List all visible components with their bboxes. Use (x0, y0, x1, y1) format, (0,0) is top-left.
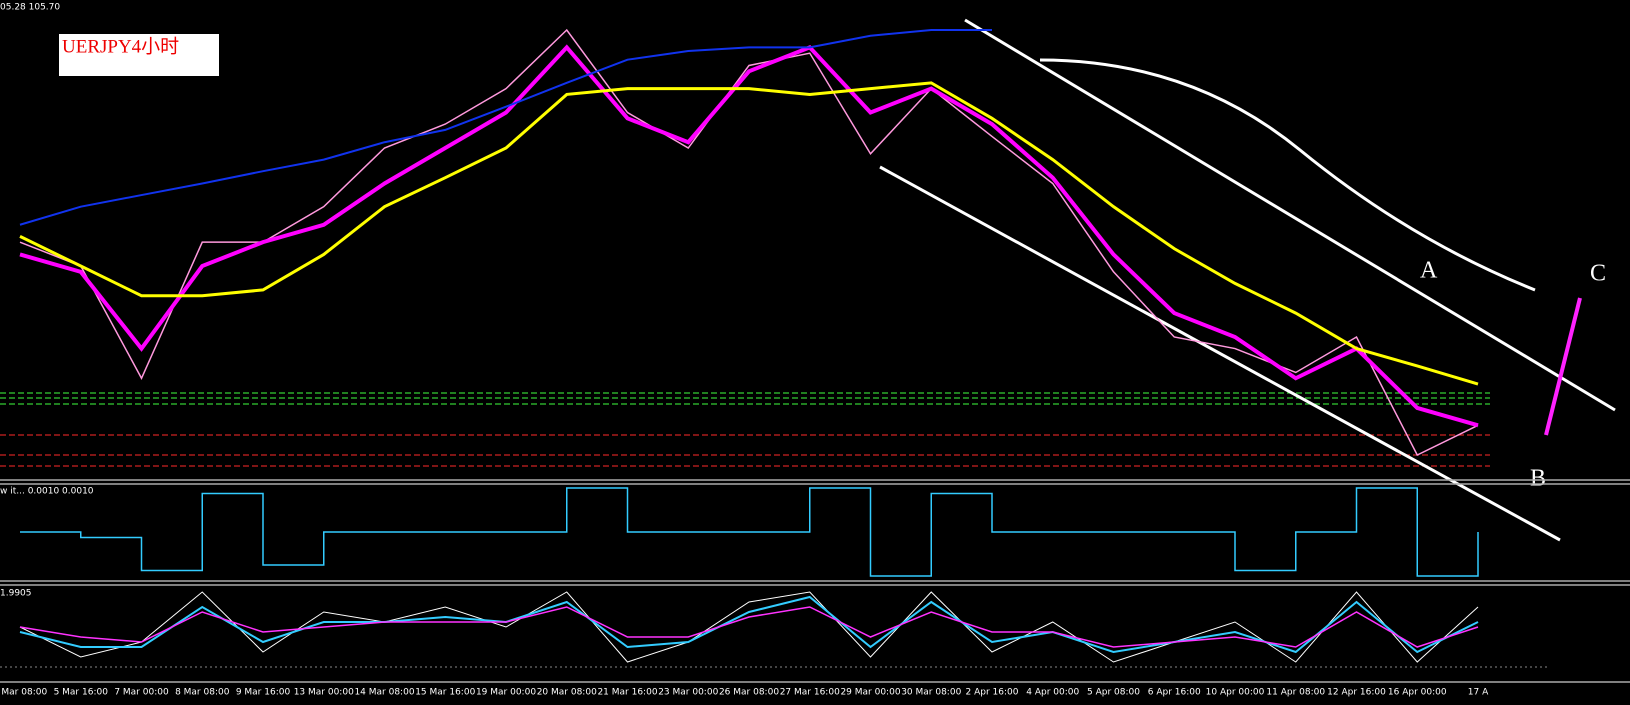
x-tick-label: 5 Apr 08:00 (1087, 688, 1140, 698)
series-line (19, 29, 992, 226)
x-tick-label: 30 Mar 08:00 (901, 688, 961, 698)
panel-title: 1.9905 (0, 589, 32, 599)
x-tick-label: 20 Mar 08:00 (537, 688, 597, 698)
projection (1544, 297, 1582, 436)
x-tick-label: 23 Mar 00:00 (658, 688, 718, 698)
x-tick-label: 16 Apr 00:00 (1388, 688, 1447, 698)
levels (0, 392, 1490, 467)
series-line (19, 595, 1479, 654)
series-line (19, 591, 1479, 663)
panel-title: w it... 0.0010 0.0010 (0, 487, 94, 497)
x-tick-label: 12 Apr 16:00 (1327, 688, 1386, 698)
series-line (19, 44, 1479, 428)
title-box (59, 34, 219, 76)
x-tick-label: 7 Mar 00:00 (114, 688, 169, 698)
channel (879, 18, 1616, 542)
x-tick-label: 14 Mar 08:00 (354, 688, 414, 698)
x-tick-label: 29 Mar 00:00 (840, 688, 900, 698)
x-tick-label: 10 Apr 00:00 (1206, 688, 1265, 698)
series-line (19, 81, 1479, 386)
x-tick-label: 13 Mar 00:00 (294, 688, 354, 698)
price-info: 05.28 105.70 (0, 3, 60, 13)
x-tick-label: 21 Mar 16:00 (597, 688, 657, 698)
x-tick-label: 2 Apr 16:00 (966, 688, 1019, 698)
annotation: C (1590, 261, 1606, 287)
annotation: A (1420, 258, 1438, 284)
annotation: B (1530, 466, 1546, 492)
x-tick-label: 2 Mar 08:00 (0, 688, 47, 698)
x-tick-label: 26 Mar 08:00 (719, 688, 779, 698)
series-line (20, 487, 1479, 577)
x-tick-label: 15 Mar 16:00 (415, 688, 475, 698)
series-line (19, 606, 1479, 648)
x-tick-label: 11 Apr 08:00 (1266, 688, 1325, 698)
x-tick-label: 5 Mar 16:00 (54, 688, 109, 698)
x-tick-label: 9 Mar 16:00 (236, 688, 291, 698)
x-tick-label: 19 Mar 00:00 (476, 688, 536, 698)
chart-title: UERJPY4小时 (62, 35, 179, 57)
x-tick-label: 6 Apr 16:00 (1148, 688, 1201, 698)
separators (0, 479, 1630, 683)
x-tick-label: 4 Apr 00:00 (1026, 688, 1079, 698)
x-tick-label: 8 Mar 08:00 (175, 688, 230, 698)
x-tick-label: 27 Mar 16:00 (780, 688, 840, 698)
x-tick-label: 17 A (1468, 688, 1489, 698)
